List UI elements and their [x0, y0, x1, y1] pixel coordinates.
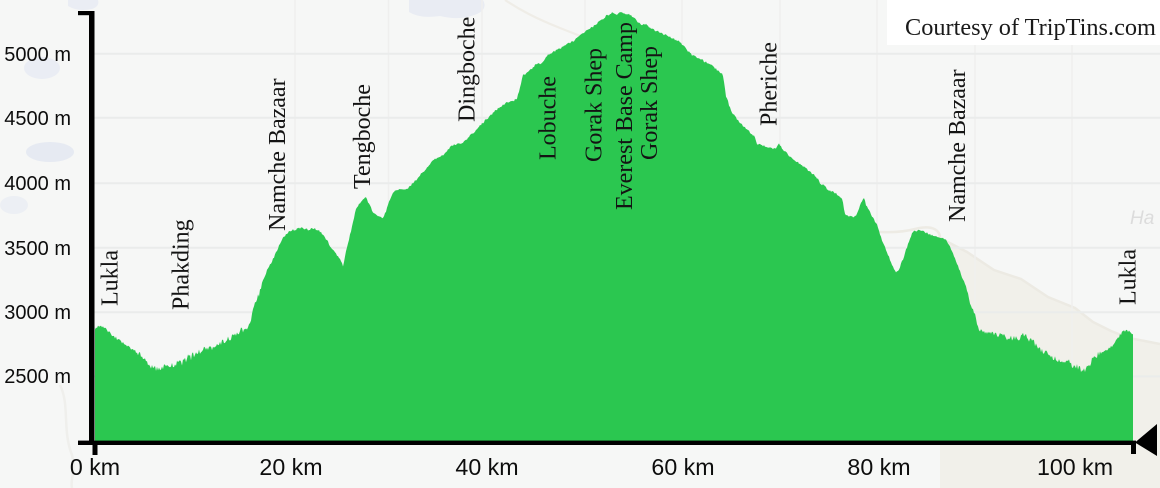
svg-text:100 km: 100 km [1037, 454, 1113, 480]
svg-text:3000 m: 3000 m [4, 302, 71, 324]
svg-text:0 km: 0 km [70, 454, 120, 480]
svg-text:3500 m: 3500 m [4, 238, 71, 260]
svg-text:5000 m: 5000 m [4, 44, 71, 66]
svg-text:40 km: 40 km [455, 454, 518, 480]
svg-text:Ha: Ha [1130, 208, 1154, 229]
svg-text:Lukla: Lukla [98, 250, 124, 306]
svg-text:Namche Bazaar: Namche Bazaar [945, 69, 971, 222]
svg-text:Pheriche: Pheriche [757, 42, 783, 126]
svg-text:Gorak Shep: Gorak Shep [637, 46, 663, 160]
svg-text:2500 m: 2500 m [4, 366, 71, 388]
svg-text:Dingboche: Dingboche [455, 17, 481, 122]
svg-text:80 km: 80 km [847, 454, 910, 480]
svg-text:Phakding: Phakding [169, 219, 195, 310]
svg-text:Lobuche: Lobuche [536, 76, 562, 160]
svg-text:20 km: 20 km [259, 454, 322, 480]
svg-text:Everest Base Camp: Everest Base Camp [612, 22, 638, 210]
svg-text:Lukla: Lukla [1116, 249, 1142, 305]
svg-text:60 km: 60 km [651, 454, 714, 480]
svg-text:4500 m: 4500 m [4, 108, 71, 130]
svg-text:Tengboche: Tengboche [350, 84, 376, 189]
svg-text:Courtesy of TripTins.com: Courtesy of TripTins.com [905, 14, 1156, 41]
svg-text:Gorak Shep: Gorak Shep [582, 48, 608, 162]
svg-text:4000 m: 4000 m [4, 173, 71, 195]
svg-text:Namche Bazaar: Namche Bazaar [265, 78, 291, 231]
